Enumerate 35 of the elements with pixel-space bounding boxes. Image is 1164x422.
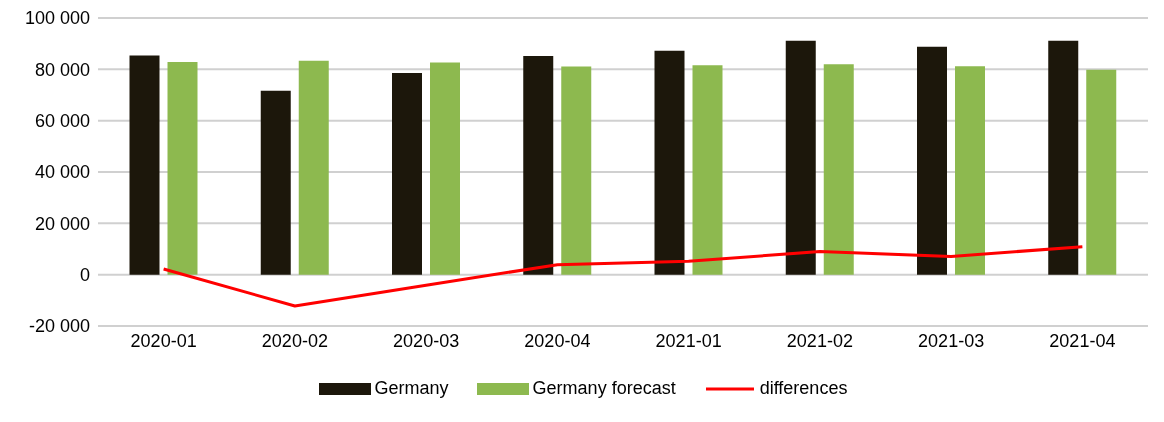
bar [392,72,422,275]
line-series [162,245,1084,308]
y-tick-label: 40 000 [34,162,90,183]
y-tick-label: 100 000 [24,8,90,29]
x-tick-label: 2020-03 [393,330,460,351]
legend-label: Germany [374,378,449,399]
bar [167,61,198,275]
legend-label: differences [759,378,848,399]
bar [298,60,329,275]
bar [561,66,592,275]
bar [654,50,685,275]
bar [1086,69,1117,275]
x-tick-label: 2021-04 [1049,330,1116,351]
bar [692,65,723,275]
x-tick-label: 2020-01 [130,330,197,351]
x-tick-label: 2020-04 [524,330,591,351]
bar [1048,40,1079,275]
y-tick-label: 60 000 [34,111,90,132]
x-tick-label: 2020-02 [261,330,328,351]
y-tick-label: -20 000 [28,316,90,337]
y-tick-label: 20 000 [34,213,90,234]
bar [955,66,985,275]
y-tick-label: 80 000 [34,59,90,80]
y-tick-label: 0 [79,265,90,286]
bar [430,62,460,275]
x-tick-label: 2021-02 [786,330,853,351]
bar [917,46,947,275]
bar [523,55,554,275]
bar [129,55,160,275]
bar [823,64,854,275]
x-tick-label: 2021-01 [655,330,722,351]
legend-label: Germany forecast [532,378,676,399]
x-tick-label: 2021-03 [918,330,985,351]
bar [785,40,816,275]
bar [260,90,291,275]
